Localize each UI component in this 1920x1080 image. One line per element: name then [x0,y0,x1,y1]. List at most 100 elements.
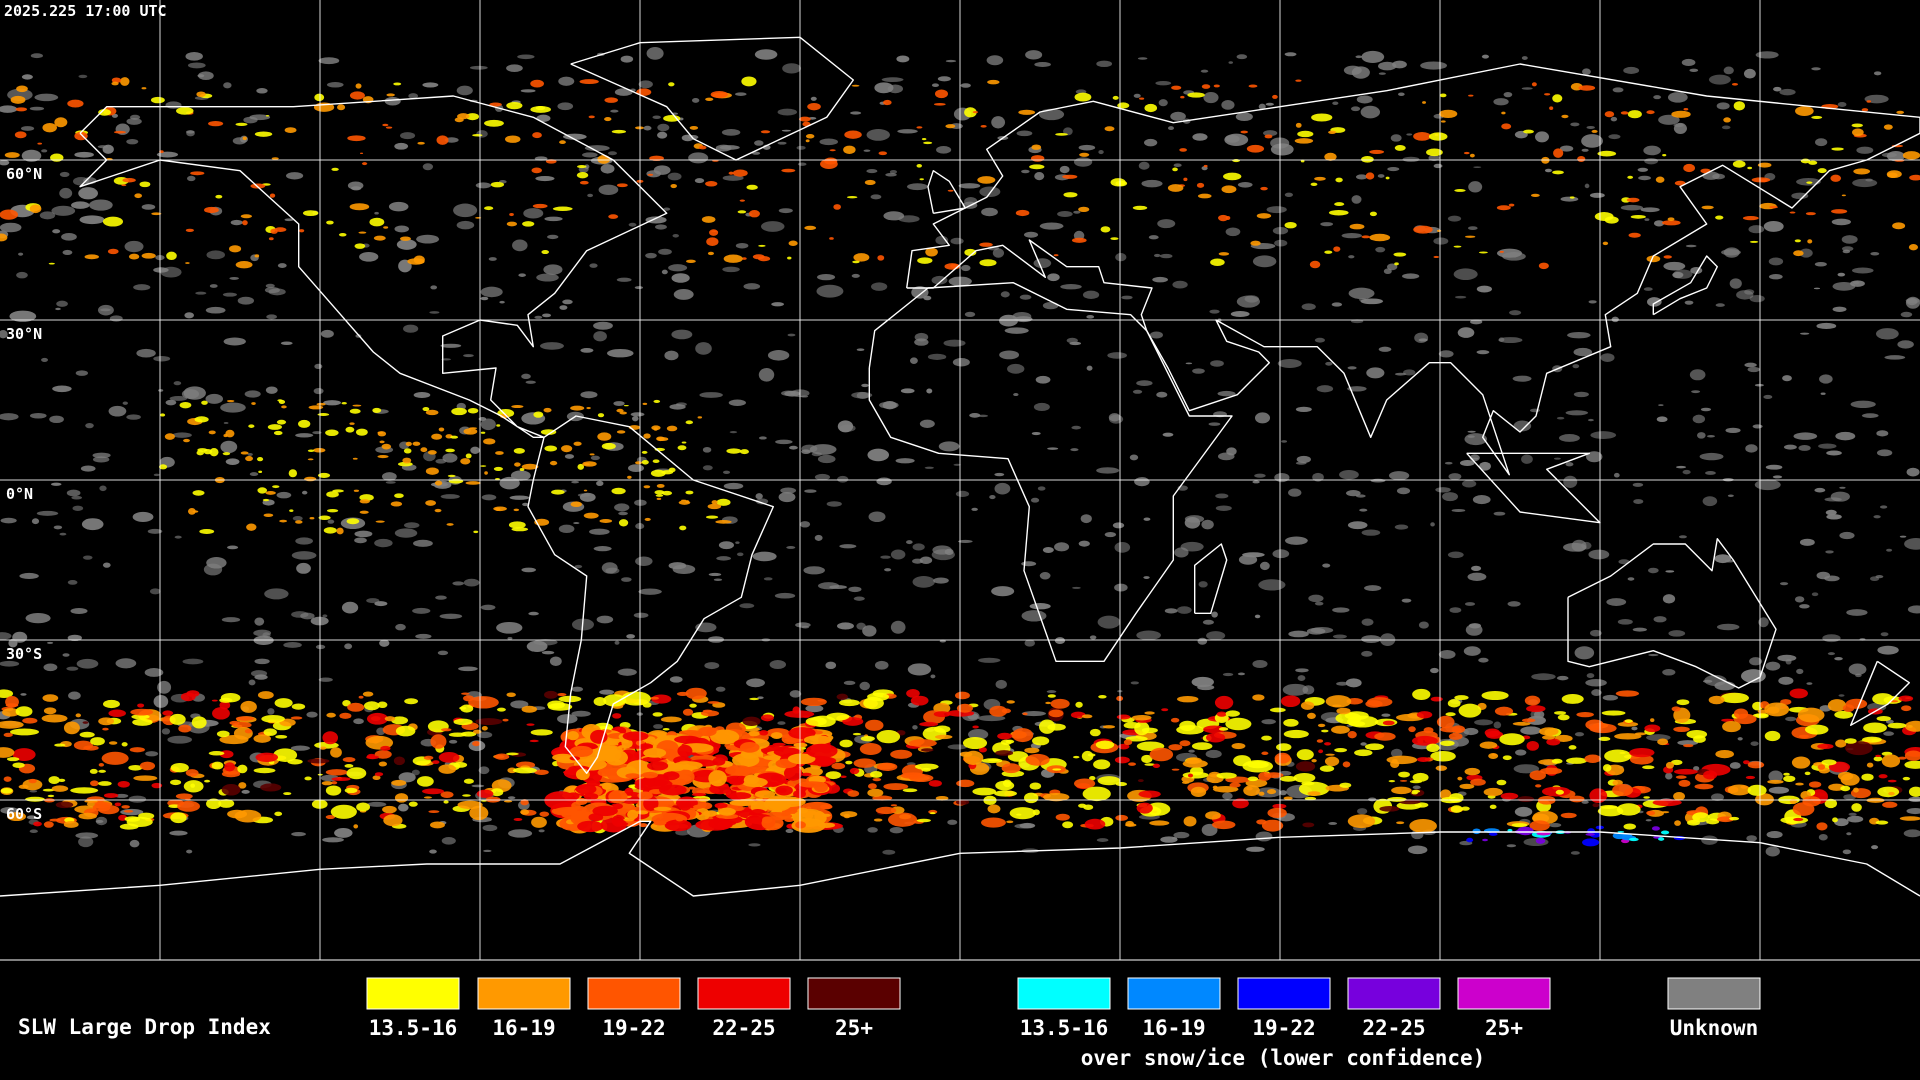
cloud-pixel [1439,109,1458,119]
cloud-pixel [403,448,412,454]
cloud-pixel [642,402,648,405]
cloud-pixel [1846,832,1852,836]
cloud-pixel [1053,254,1059,257]
cloud-pixel [837,622,854,630]
cloud-pixel [639,743,653,751]
cloud-pixel [552,206,573,211]
cloud-pixel [934,725,951,733]
cloud-pixel [98,763,105,767]
cloud-pixel [580,391,598,399]
cloud-pixel [746,184,758,190]
cloud-pixel [1653,95,1662,100]
cloud-pixel [1222,672,1234,677]
cloud-pixel [1620,111,1629,115]
cloud-pixel [473,530,479,534]
cloud-pixel [1073,778,1096,789]
cloud-pixel [1272,549,1290,559]
cloud-pixel [1129,454,1139,461]
cloud-pixel [1704,674,1727,687]
cloud-pixel [933,577,949,584]
cloud-pixel [1079,152,1090,157]
cloud-pixel [353,489,360,492]
cloud-pixel [1144,103,1158,113]
cloud-pixel [1737,737,1743,741]
cloud-pixel [208,430,216,435]
cloud-pixel [1318,749,1324,754]
cloud-pixel [549,460,558,466]
cloud-pixel [1863,722,1887,734]
cloud-pixel [1016,130,1033,137]
cloud-pixel [1073,210,1081,214]
cloud-pixel [597,432,612,441]
cloud-pixel [1137,57,1148,60]
cloud-pixel [337,104,346,111]
cloud-pixel [1439,93,1447,98]
cloud-pixel [1031,144,1042,150]
cloud-pixel [856,348,865,352]
legend-label: 19-22 [602,1016,665,1040]
cloud-pixel [254,674,268,680]
cloud-pixel [817,582,840,590]
cloud-pixel [737,210,747,214]
cloud-pixel [430,285,438,290]
cloud-pixel [1089,728,1101,737]
cloud-pixel [1168,126,1174,131]
cloud-pixel [1629,754,1654,765]
cloud-pixel [1416,757,1431,762]
cloud-pixel [1435,765,1448,771]
cloud-pixel [1078,144,1096,151]
cloud-pixel [760,714,774,722]
cloud-pixel [1638,175,1651,181]
cloud-pixel [669,676,683,683]
cloud-pixel [1589,629,1602,637]
cloud-pixel [1560,196,1579,202]
cloud-pixel [1205,811,1221,820]
cloud-pixel [668,562,687,570]
cloud-pixel [264,588,289,600]
cloud-pixel [1254,412,1271,424]
cloud-pixel [1138,790,1161,798]
cloud-pixel [380,745,391,751]
cloud-pixel [895,458,915,464]
cloud-pixel [111,113,118,118]
cloud-pixel [1218,252,1230,256]
cloud-pixel [1114,583,1128,592]
cloud-pixel [1218,727,1229,731]
cloud-pixel [840,811,858,818]
cloud-pixel [136,348,156,358]
cloud-pixel [1521,87,1533,90]
cloud-pixel [344,643,353,650]
cloud-pixel [1426,743,1440,753]
cloud-pixel [1115,180,1128,187]
cloud-pixel [1391,786,1412,795]
cloud-pixel [945,124,956,129]
cloud-pixel [490,788,504,797]
cloud-pixel [484,119,504,127]
cloud-pixel [1512,721,1531,726]
cloud-pixel [1749,240,1759,243]
cloud-pixel [277,263,287,269]
cloud-pixel [1345,678,1362,688]
cloud-pixel [1768,786,1790,794]
cloud-pixel [1360,105,1381,119]
cloud-pixel [1276,743,1292,752]
cloud-pixel [1802,796,1821,807]
cloud-pixel [579,180,589,185]
cloud-pixel [451,407,467,416]
cloud-pixel [1887,779,1897,783]
cloud-pixel [1476,350,1490,355]
cloud-pixel [422,407,430,412]
cloud-pixel [244,390,261,398]
cloud-pixel [29,106,45,111]
cloud-pixel [1201,84,1211,89]
cloud-pixel [1624,719,1633,723]
cloud-pixel [248,424,255,428]
cloud-pixel [634,286,644,290]
cloud-pixel [531,816,547,828]
cloud-pixel [767,350,790,361]
cloud-pixel [302,210,319,217]
cloud-pixel [962,737,988,750]
cloud-pixel [1535,131,1549,143]
cloud-pixel [761,221,785,232]
cloud-pixel [1584,183,1590,189]
